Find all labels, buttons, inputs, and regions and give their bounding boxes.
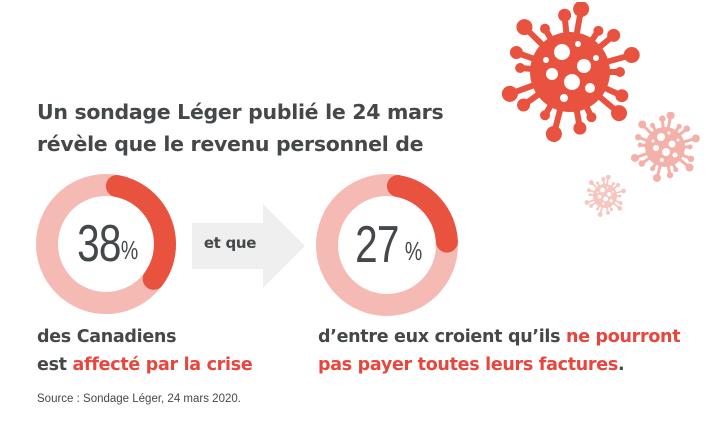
caption-right-plain: d’entre eux croient qu’ils <box>318 327 567 347</box>
stat-number: 38 <box>76 215 121 273</box>
stat-number: 27 <box>354 216 399 274</box>
source-note: Source : Sondage Léger, 24 mars 2020. <box>37 393 241 405</box>
caption-left-highlight: affecté par la crise <box>72 355 253 375</box>
stat-value: 27% <box>316 174 458 316</box>
headline-line-2: révèle que le revenu personnel de <box>37 132 424 156</box>
ring-progress-arc <box>316 174 458 316</box>
donut-chart <box>316 174 458 316</box>
caption-left-line-1: des Canadiens <box>37 327 177 347</box>
percent-sign: % <box>405 235 423 266</box>
percent-sign: % <box>121 234 139 265</box>
connector-label: et que <box>203 234 257 252</box>
headline-line-1: Un sondage Léger publié le 24 mars <box>37 100 444 124</box>
virus-icon-small <box>584 175 626 217</box>
donut-chart <box>36 174 176 314</box>
stat-ring-27: 27% <box>316 174 458 316</box>
virus-icon-medium <box>630 112 700 182</box>
stat-value: 38% <box>36 174 176 314</box>
stat-ring-38: 38% <box>36 174 176 314</box>
arrow-right-icon <box>192 204 305 288</box>
caption-right: d’entre eux croient qu’ils ne pourront p… <box>318 323 681 379</box>
caption-right-highlight-2: pas payer toutes leurs factures <box>318 355 618 375</box>
virus-icon-large <box>501 2 640 142</box>
caption-left: des Canadiens est affecté par la crise <box>37 323 253 379</box>
caption-right-highlight-1: ne pourront <box>566 327 681 347</box>
caption-left-plain: est <box>37 355 73 375</box>
headline: Un sondage Léger publié le 24 mars révèl… <box>37 96 444 160</box>
caption-right-period: . <box>617 355 625 375</box>
ring-progress-arc <box>36 174 176 314</box>
